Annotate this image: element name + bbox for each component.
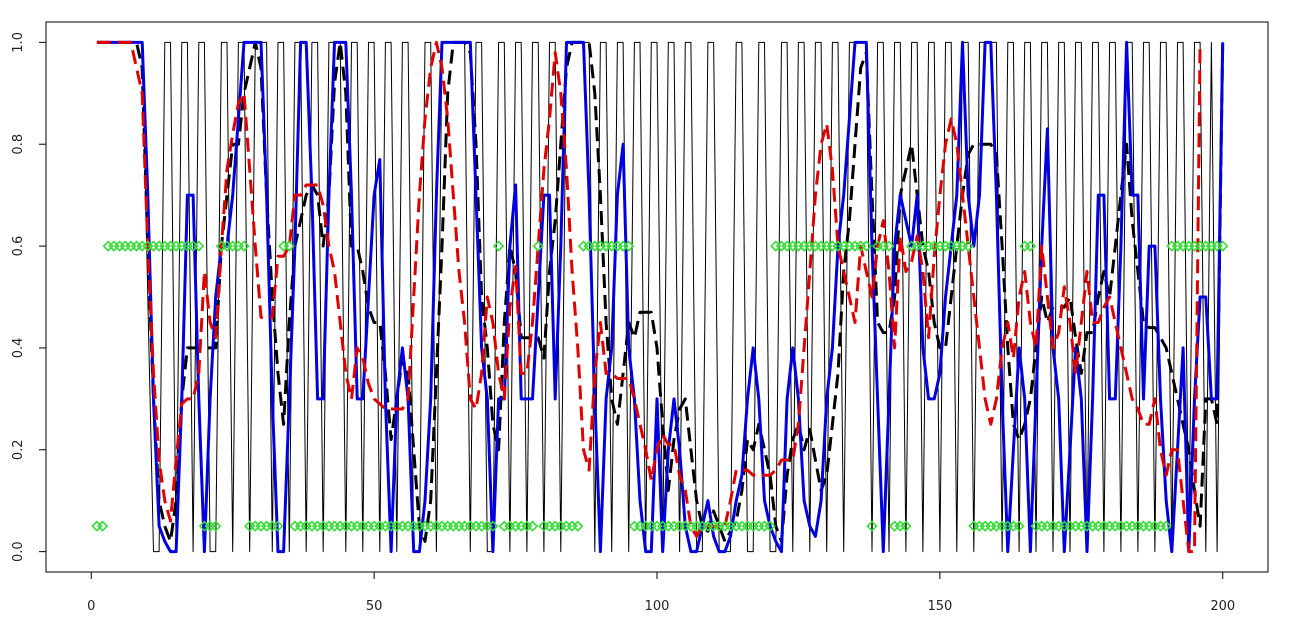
- green-diamond-marker: [1217, 240, 1229, 252]
- green-diamond-marker: [487, 520, 499, 532]
- green-diamond-marker: [883, 240, 895, 252]
- green-marker-series-layer: [91, 240, 1229, 532]
- green-diamond-marker: [1160, 520, 1172, 532]
- y-tick-label: 0.8: [11, 134, 26, 155]
- green-diamond-marker: [492, 240, 505, 252]
- green-diamond-marker: [193, 240, 205, 252]
- x-tick-label: 50: [366, 599, 383, 614]
- thin-black-line: [96, 41, 1224, 553]
- green-diamond-marker: [900, 520, 912, 532]
- y-tick-label: 0.4: [11, 338, 26, 359]
- thin-line-series-layer: [96, 41, 1224, 553]
- green-diamond-marker: [283, 240, 295, 252]
- red-dashed-series-layer: [96, 40, 1202, 554]
- green-diamond-marker: [623, 240, 635, 252]
- green-diamond-marker: [860, 240, 872, 252]
- green-diamond-marker: [962, 240, 974, 252]
- dashed-line-series-layer: [96, 40, 1225, 543]
- green-diamond-marker: [572, 520, 584, 532]
- green-diamond-marker: [532, 240, 544, 252]
- green-diamond-marker: [526, 520, 539, 532]
- dashed-black-line: [96, 40, 1225, 543]
- y-tick-label: 0.0: [11, 541, 26, 562]
- y-tick-label: 0.2: [11, 439, 26, 460]
- x-axis: 0 50 100 150 200: [87, 571, 1235, 614]
- x-tick-label: 200: [1210, 599, 1235, 614]
- x-tick-label: 0: [87, 599, 95, 614]
- y-tick-label: 0.6: [11, 236, 26, 257]
- green-diamond-marker: [764, 520, 776, 532]
- green-diamond-marker: [96, 520, 109, 532]
- x-tick-label: 150: [927, 599, 952, 614]
- green-diamond-marker: [238, 240, 250, 252]
- x-tick-label: 100: [645, 599, 670, 614]
- y-tick-label: 1.0: [11, 32, 26, 53]
- red-dashed-line: [96, 40, 1202, 554]
- green-diamond-marker: [272, 520, 284, 532]
- y-axis: 0.0 0.2 0.4 0.6 0.8 1.0: [11, 32, 47, 562]
- green-diamond-marker: [1013, 520, 1025, 532]
- green-diamond-marker: [866, 520, 878, 532]
- green-diamond-marker: [1024, 240, 1037, 252]
- green-diamond-marker: [210, 520, 222, 532]
